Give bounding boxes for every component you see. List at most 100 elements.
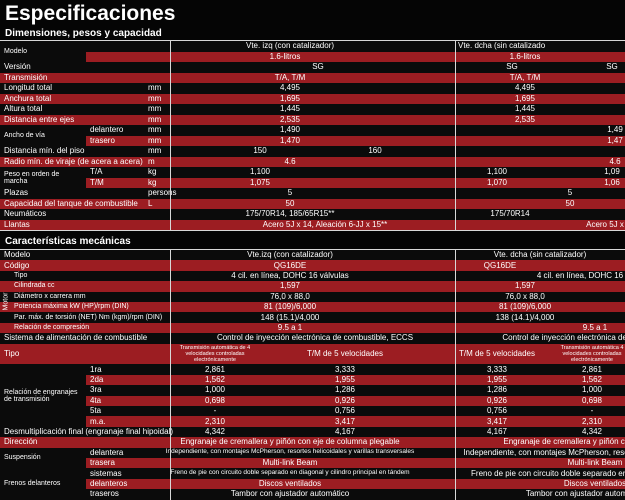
table-row [0,478,625,490]
cell: 1,100 [486,167,508,177]
row-label: Versión [4,62,31,72]
row-label: Cilindrada cc [14,282,55,290]
cell: 2,310 [204,416,226,426]
cell: Independiente, con montajes McPherson, r… [463,447,625,457]
cell: 0,698 [581,395,603,405]
cell: 1,47 [607,135,623,145]
row-label: Diámetro x carrera mm [14,292,86,300]
cell: Vte.izq (con catalizador) [247,250,333,260]
row-unit: mm [148,104,162,114]
row-unit: mm [148,125,162,135]
section-title: Características mecánicas [5,236,131,247]
cell: 1,070 [486,177,508,187]
table-row [0,458,625,469]
cell: Engranaje de cremallera y piñón con eje … [180,437,400,447]
row-label: Altura total [4,104,43,114]
cell: 1,09 [604,167,620,177]
cell: 1,470 [279,135,301,145]
table-row [0,322,625,334]
table-row [0,83,625,94]
cell: Control de inyección electrónica de comb… [216,333,414,343]
row-label: Modelo [4,250,31,260]
row-sublabel: delantera [90,447,124,457]
cell: 3,333 [334,364,356,374]
table-row [0,281,625,292]
row-unit: mm [148,146,162,156]
cell: 1,490 [279,125,301,135]
cell: 1,562 [581,375,603,384]
row-label: Llantas [4,219,30,229]
table-row [0,374,625,386]
table-row [0,437,625,448]
cell: 50 [285,198,295,208]
cell: 2,535 [279,114,301,124]
row-sublabel: 5ta [90,406,102,416]
cell: Multi-link Beam [262,458,318,468]
row-label: Tipo [4,349,20,358]
row-unit: mm [148,93,162,103]
row-sublabel: T/A [90,167,103,177]
cell: T/M de 5 velocidades [458,348,536,358]
row-unit: persons [148,188,177,198]
row-unit: L [148,198,153,208]
cell: 1,06 [604,177,620,187]
cell: 160 [368,146,382,156]
cell: 9.5 a 1 [582,323,608,332]
row-label: Suspensión [4,454,41,462]
table-row [0,167,625,178]
cell: 4.6 [609,156,621,166]
row-label: Par. máx. de torsión (NET) Nm (kgm)/rpm … [14,313,163,321]
table-row [0,302,625,313]
table-row [0,406,625,417]
row-sublabel: sistemas [90,468,122,478]
table-row [0,385,625,396]
table-row [0,426,625,438]
row-sublabel: T/M [90,177,104,187]
cell: Transmisión automática 4 velocidades con… [560,344,624,364]
row-sublabel: m.a. [90,416,106,426]
cell: 138 (14.1)/4,000 [495,312,555,322]
cell: Multi-link Beam [567,458,623,468]
cell: 76,0 x 88,0 [270,291,310,301]
cell: Discos ventilados [258,479,322,488]
table-row [0,312,625,323]
cell: Tambor con ajustador automático [230,489,350,499]
column-rule [455,250,456,500]
table-row [0,333,625,344]
row-sublabel: delanteros [90,479,128,488]
cell: 1,445 [514,104,536,114]
row-sublabel: delantero [90,125,124,135]
cell: 4.6 [284,156,296,166]
cell: Freno de pie con circuito doble separado… [170,468,410,476]
row-unit: mm [148,135,162,145]
cell: 81 (109)/6,000 [263,302,317,312]
row-label: Sistema de alimentación de combustible [4,333,148,343]
row-unit: kg [148,167,157,177]
cell: 0,926 [486,395,508,405]
table-row [0,198,625,209]
column-rule [170,250,171,500]
cell: T/A, T/M [509,72,541,82]
row-sublabel: 2da [90,375,104,384]
cell: 1,100 [249,167,271,177]
cell: SG [506,62,518,72]
table-row [0,93,625,104]
table-row [0,72,625,83]
table-row [0,343,625,365]
label-cell [0,447,86,469]
cell: 4,342 [204,427,226,436]
cell: 5 [287,188,293,198]
rule [0,249,625,250]
cell: 0,756 [334,406,356,416]
cell: 3,417 [334,416,356,426]
cell: 76,0 x 88,0 [505,291,545,301]
row-label: Código [4,260,30,270]
row-label: Relación de compresión [14,324,90,331]
row-label: Potencia máxima kW (HP)/rpm (DIN) [14,303,129,311]
row-sublabel: 4ta [90,395,102,405]
table-row [0,395,625,406]
cell: Control de inyección electrónica de co [502,333,625,343]
row-label: Capacidad del tanque de combustible [4,198,138,208]
cell: 1.6-litros [269,51,301,61]
